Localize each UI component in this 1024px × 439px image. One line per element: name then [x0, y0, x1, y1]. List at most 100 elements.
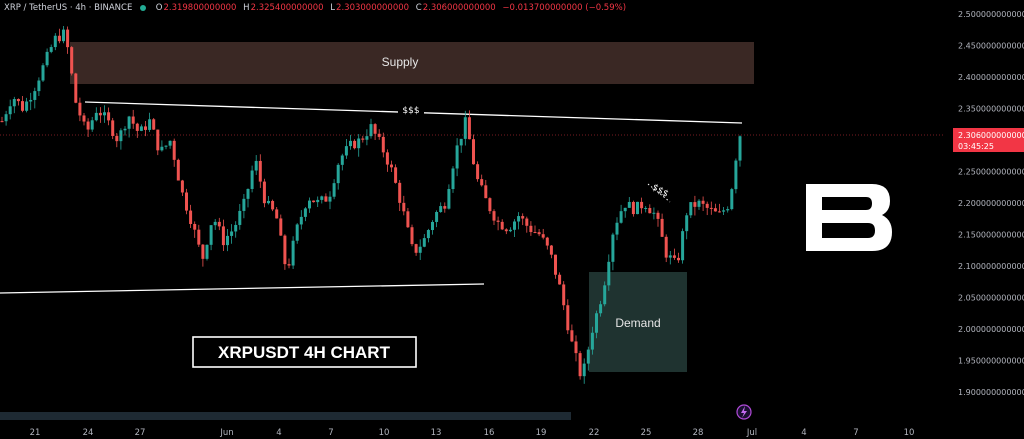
candle-body: [41, 65, 45, 81]
candle-body: [164, 145, 168, 147]
timeline-scrollbar[interactable]: [0, 412, 571, 420]
candle-body: [693, 202, 697, 207]
candle-body: [623, 207, 627, 212]
candle-body: [271, 200, 275, 210]
candle-body: [291, 240, 295, 266]
time-tick-label: 10: [904, 428, 915, 438]
candle-body: [332, 183, 336, 197]
candle-body: [496, 220, 500, 222]
candle-body: [25, 101, 29, 111]
candle-body: [709, 207, 713, 209]
candle-body: [689, 202, 693, 216]
candle-body: [336, 164, 340, 184]
candle-body: [660, 218, 664, 237]
candle-body: [472, 139, 475, 165]
candle-body: [599, 304, 603, 314]
candle-body: [0, 121, 4, 123]
candle-body: [340, 155, 344, 165]
candle-body: [582, 363, 586, 377]
candle-body: [455, 145, 459, 169]
liquidity-label-top: $$$: [402, 106, 419, 116]
candle-body: [123, 128, 127, 131]
candle-body: [279, 218, 283, 236]
time-tick-label: 24: [83, 428, 94, 438]
candle-body: [697, 200, 701, 207]
candle-body: [713, 208, 717, 212]
candle-body: [426, 230, 430, 239]
candle-body: [33, 91, 37, 100]
price-tick-label: 2.450000000000: [958, 42, 1024, 51]
time-tick-label: 4: [801, 428, 806, 438]
time-tick-label: 22: [589, 428, 600, 438]
candle-body: [246, 188, 250, 199]
candle-body: [287, 264, 291, 266]
time-axis[interactable]: 21 24 27 Jun 4 7 10 13 16 19 22 25 28 Jul 4 7 10: [30, 428, 915, 438]
candle-body: [381, 136, 385, 153]
candle-body: [394, 167, 398, 183]
candle-body: [213, 221, 217, 226]
candle-body: [369, 124, 373, 137]
candle-body: [238, 210, 242, 225]
symbol-header: XRP / TetherUS · 4h · BINANCE O2.3198000…: [4, 3, 626, 13]
candle-body: [414, 244, 418, 253]
high-label: H: [243, 3, 250, 13]
liquidity-dash-right: [647, 183, 671, 203]
candle-body: [29, 99, 33, 102]
candle-body: [554, 254, 557, 275]
candle-body: [701, 200, 705, 204]
candle-body: [508, 229, 512, 232]
price-tick-label: 2.400000000000: [958, 73, 1024, 82]
current-price-value: 2.306000000000: [958, 131, 1024, 140]
candle-body: [631, 201, 635, 215]
candle-body: [172, 140, 176, 160]
price-tick-label: 2.100000000000: [958, 262, 1024, 271]
candle-body: [90, 120, 94, 130]
candle-body: [262, 181, 266, 204]
candle-body: [705, 203, 709, 208]
time-tick-label: 7: [853, 428, 858, 438]
candle-body: [545, 237, 549, 246]
candle-body: [517, 216, 521, 222]
candle-body: [467, 117, 471, 140]
candle-body: [115, 135, 119, 142]
candle-body: [131, 116, 135, 124]
candle-body: [86, 121, 90, 130]
candle-body: [402, 202, 406, 212]
candle-body: [66, 29, 70, 48]
candle-body: [45, 51, 49, 66]
candle-body: [53, 35, 57, 48]
candle-body: [513, 221, 516, 230]
candle-body: [558, 274, 562, 285]
candle-body: [205, 244, 209, 259]
symbol-name[interactable]: XRP / TetherUS · 4h · BINANCE: [4, 3, 133, 13]
time-tick-label: 7: [328, 428, 333, 438]
candle-body: [418, 246, 422, 253]
candle-body: [328, 196, 332, 202]
open-label: O: [155, 3, 163, 13]
candle-body: [541, 234, 545, 238]
candle-body: [648, 208, 652, 214]
candle-body: [78, 102, 82, 116]
candle-body: [303, 208, 307, 217]
candle-body: [234, 224, 238, 232]
candle-body: [16, 99, 20, 102]
candle-body: [636, 201, 639, 215]
candle-body: [308, 200, 311, 209]
candle-body: [180, 180, 184, 193]
time-tick-label: 25: [641, 428, 652, 438]
lightning-icon[interactable]: [736, 404, 752, 420]
candle-body: [574, 341, 578, 354]
candle-body: [156, 129, 160, 151]
candle-body: [529, 225, 533, 233]
candle-body: [353, 140, 357, 149]
candle-body: [504, 229, 508, 232]
candle-body: [139, 126, 143, 131]
candle-body: [652, 212, 656, 214]
candle-body: [566, 305, 570, 331]
candle-body: [349, 140, 352, 147]
candle-body: [70, 47, 74, 74]
candle-body: [242, 198, 246, 211]
candle-body: [62, 29, 65, 42]
candle-body: [439, 206, 443, 213]
